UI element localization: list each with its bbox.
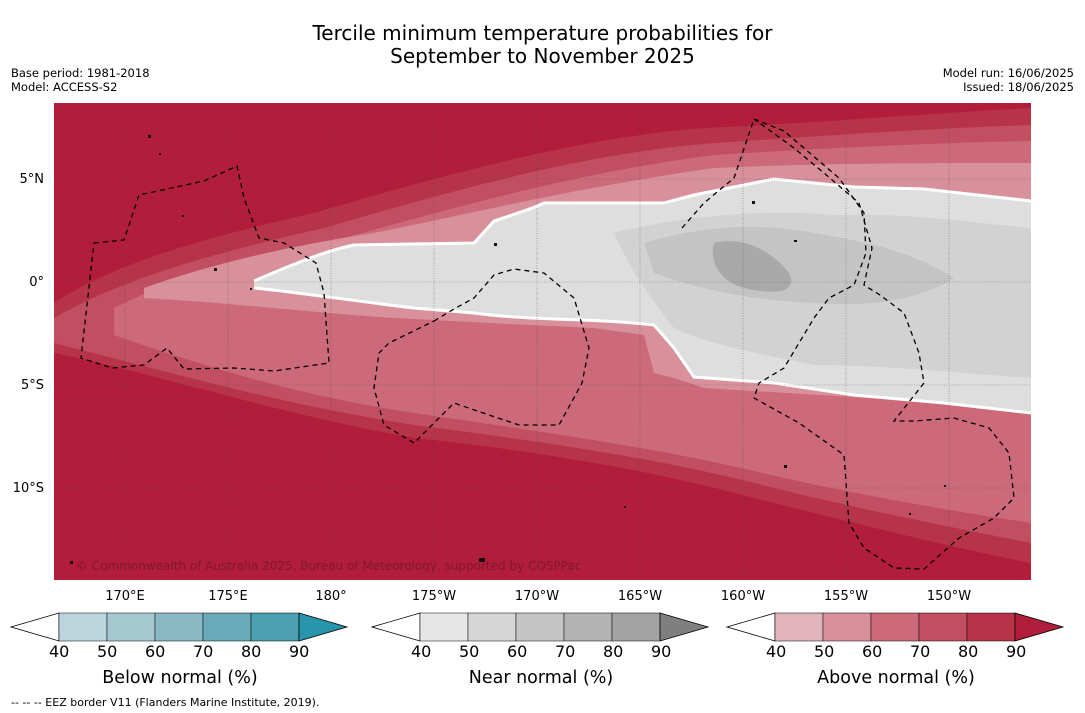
colorbar-extension-high [659, 612, 710, 642]
lat-label-10s: 10°S [12, 481, 44, 496]
colorbar-segment [419, 612, 469, 642]
colorbar-segment [250, 612, 300, 642]
colorbar-below [9, 612, 349, 642]
probability-map [54, 103, 1031, 580]
colorbar-segment [822, 612, 872, 642]
cb-near-tick-50: 50 [459, 642, 480, 661]
map-canvas [54, 103, 1031, 580]
cb-above-tick-60: 60 [862, 642, 883, 661]
colorbar-segment [563, 612, 613, 642]
eez-footnote: -- -- -- EEZ border V11 (Flanders Marine… [11, 696, 320, 709]
cb-near-tick-40: 40 [411, 642, 432, 661]
eez-tokelau [373, 268, 590, 444]
lon-label-170e: 170°E [105, 589, 145, 604]
colorbar-near [370, 612, 710, 642]
colorbar-extension-high [298, 612, 349, 642]
colorbar-near-title: Near normal (%) [468, 668, 614, 688]
colorbar-extension-low [9, 612, 60, 642]
map-title: Tercile minimum temperature probabilitie… [0, 22, 1085, 68]
colorbar-above-title: Above normal (%) [817, 668, 975, 688]
cb-below-tick-60: 60 [145, 642, 166, 661]
tercile-boundary [253, 177, 1031, 283]
cb-below-tick-80: 80 [241, 642, 262, 661]
model-run: Model run: 16/06/2025 [942, 66, 1074, 80]
meta-left: Base period: 1981-2018 Model: ACCESS-S2 [11, 66, 150, 94]
meta-right: Model run: 16/06/2025 Issued: 18/06/2025 [943, 66, 1074, 94]
cb-below-tick-70: 70 [193, 642, 214, 661]
cb-near-tick-90: 90 [651, 642, 672, 661]
colorbar-segment [515, 612, 565, 642]
eez-kiribati-center [681, 118, 755, 229]
colorbar-segment [774, 612, 824, 642]
eez-borders [80, 118, 1015, 570]
lon-label-175w: 175°W [411, 589, 457, 604]
cb-above-tick-50: 50 [814, 642, 835, 661]
lat-label-5s: 5°S [20, 378, 44, 393]
colorbar-segment [202, 612, 252, 642]
colorbar-segment [611, 612, 661, 642]
colorbar-tick-row: 40 50 60 70 80 90 40 50 60 70 80 90 40 5… [0, 642, 1085, 666]
cb-above-tick-40: 40 [766, 642, 787, 661]
colorbar-segment [870, 612, 920, 642]
gridlines [54, 103, 1031, 580]
colorbar-segment [106, 612, 156, 642]
eez-line-islands [753, 118, 1015, 570]
colorbar-segment [966, 612, 1016, 642]
cb-near-tick-70: 70 [555, 642, 576, 661]
lon-label-150w: 150°W [926, 589, 972, 604]
near-70-region [712, 241, 792, 292]
model-name: Model: ACCESS-S2 [11, 80, 118, 94]
colorbar-extension-high [1014, 612, 1065, 642]
title-line-1: Tercile minimum temperature probabilitie… [312, 21, 773, 45]
colorbar-extension-low [370, 612, 421, 642]
base-period: Base period: 1981-2018 [11, 66, 150, 80]
copyright-text: © Commonwealth of Australia 2025, Bureau… [76, 559, 582, 573]
lon-label-155w: 155°W [823, 589, 869, 604]
cb-below-tick-50: 50 [97, 642, 118, 661]
lon-label-175e: 175°E [208, 589, 248, 604]
colorbar-segment [154, 612, 204, 642]
cb-near-tick-80: 80 [603, 642, 624, 661]
lon-label-160w: 160°W [720, 589, 766, 604]
lat-label-0: 0° [29, 275, 44, 290]
colorbar-below-title: Below normal (%) [102, 668, 258, 688]
cb-near-tick-60: 60 [507, 642, 528, 661]
cb-above-tick-80: 80 [958, 642, 979, 661]
cb-below-tick-40: 40 [49, 642, 70, 661]
eez-gilbert [80, 165, 330, 372]
colorbar-segment [467, 612, 517, 642]
cb-below-tick-90: 90 [289, 642, 310, 661]
lon-label-165w: 165°W [617, 589, 663, 604]
colorbar-extension-low [725, 612, 776, 642]
cb-above-tick-70: 70 [910, 642, 931, 661]
cb-above-tick-90: 90 [1006, 642, 1027, 661]
lon-label-170w: 170°W [514, 589, 560, 604]
colorbar-strip [9, 612, 1065, 642]
colorbar-above [725, 612, 1065, 642]
lat-label-5n: 5°N [19, 172, 45, 187]
issued-date: Issued: 18/06/2025 [963, 80, 1074, 94]
colorbar-segment [918, 612, 968, 642]
island-markers [70, 135, 946, 564]
title-line-2: September to November 2025 [390, 44, 695, 68]
lon-label-180: 180° [315, 589, 347, 604]
colorbar-segment [58, 612, 108, 642]
tercile-boundary-south [253, 286, 1031, 415]
